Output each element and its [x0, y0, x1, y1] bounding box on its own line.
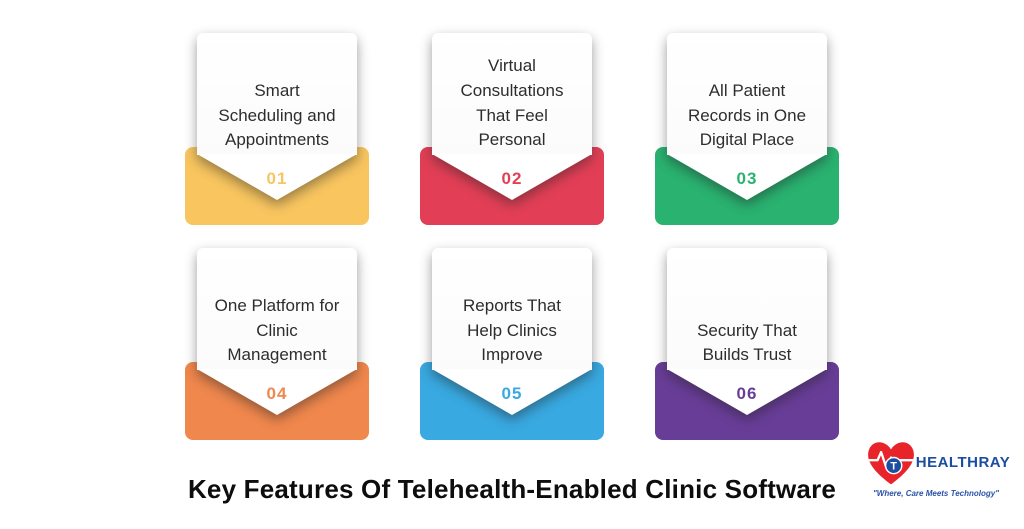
card-number: 01 — [266, 169, 288, 188]
card-title: Smart Scheduling and Appointments — [197, 33, 357, 155]
feature-card-3: All Patient Records in One Digital Place… — [655, 33, 839, 225]
card-paper: Smart Scheduling and Appointments 01 — [197, 33, 357, 200]
card-title: Security That Builds Trust — [667, 248, 827, 370]
card-title: All Patient Records in One Digital Place — [667, 33, 827, 155]
card-number: 06 — [736, 384, 758, 403]
page-title: Key Features Of Telehealth-Enabled Clini… — [187, 474, 837, 504]
svg-text:T: T — [890, 461, 897, 473]
logo-row: T HEALTHRAY — [862, 436, 1011, 488]
card-paper: Security That Builds Trust 06 — [667, 248, 827, 415]
healthray-logo: T HEALTHRAY "Where, Care Meets Technolog… — [858, 436, 1014, 498]
brand-name: HEALTHRAY — [915, 453, 1011, 471]
feature-cards-grid: Smart Scheduling and Appointments 01 Vir… — [185, 33, 839, 440]
feature-card-6: Security That Builds Trust 06 — [655, 248, 839, 440]
feature-card-5: Reports That Help Clinics Improve 05 — [420, 248, 604, 440]
brand-tagline: "Where, Care Meets Technology" — [873, 489, 999, 498]
card-number: 05 — [501, 384, 523, 403]
feature-card-1: Smart Scheduling and Appointments 01 — [185, 33, 369, 225]
card-title: Virtual Consultations That Feel Personal — [432, 33, 592, 155]
feature-card-2: Virtual Consultations That Feel Personal… — [420, 33, 604, 225]
feature-card-4: One Platform for Clinic Management 04 — [185, 248, 369, 440]
card-paper: All Patient Records in One Digital Place… — [667, 33, 827, 200]
card-paper: One Platform for Clinic Management 04 — [197, 248, 357, 415]
card-number: 02 — [501, 169, 523, 188]
card-title: One Platform for Clinic Management — [197, 248, 357, 370]
heart-ecg-icon: T — [866, 442, 916, 485]
card-number: 03 — [736, 169, 758, 188]
card-paper: Virtual Consultations That Feel Personal… — [432, 33, 592, 200]
card-number: 04 — [266, 384, 288, 403]
card-paper: Reports That Help Clinics Improve 05 — [432, 248, 592, 415]
card-title: Reports That Help Clinics Improve — [432, 248, 592, 370]
